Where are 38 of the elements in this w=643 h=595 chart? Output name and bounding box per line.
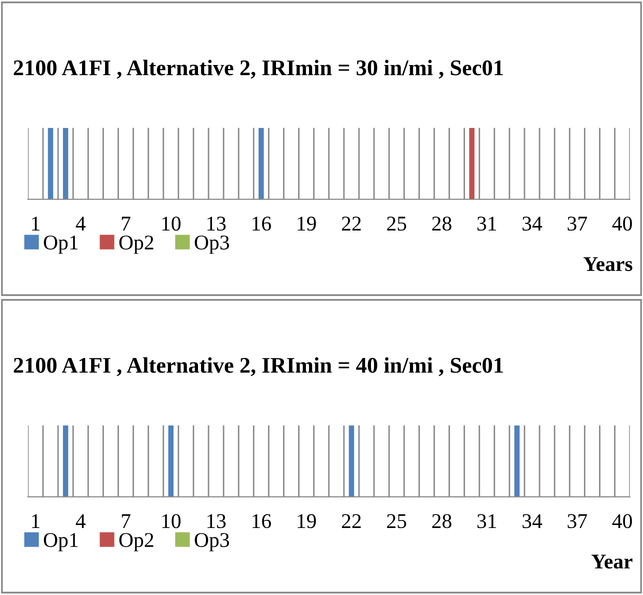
legend-label: Op2: [119, 236, 154, 254]
x-tick-label: 13: [207, 514, 226, 528]
x-axis-title: Year: [592, 554, 632, 569]
x-tick-label: 7: [122, 514, 130, 528]
x-tick-label: 19: [298, 216, 316, 231]
x-tick-label: 40: [612, 514, 632, 528]
x-tick-label: 31: [477, 216, 496, 231]
x-tick-label: 10: [162, 216, 181, 231]
x-tick-label: 28: [432, 216, 452, 231]
x-tick-label: 4: [76, 514, 86, 528]
x-tick-label: 22: [342, 216, 361, 230]
x-tick-label: 7: [122, 216, 130, 230]
x-tick-label: 10: [162, 514, 181, 528]
chart-title: 2100 A1FI , Alternative 2, IRImin = 40 in/mi , Sec01: [14, 357, 503, 376]
x-tick-label: 25: [387, 514, 406, 528]
x-tick-label: 13: [207, 216, 226, 231]
chart-title: 2100 A1FI , Alternative 2, IRImin = 30 in/mi , Sec01: [14, 60, 503, 79]
x-tick-label: 25: [387, 216, 406, 231]
legend-label: Op3: [194, 236, 230, 254]
x-tick-label: 37: [568, 216, 587, 231]
x-tick-label: 40: [612, 216, 632, 231]
legend-label: Op1: [44, 533, 78, 552]
x-tick-label: 19: [298, 514, 316, 528]
x-tick-label: 16: [252, 514, 271, 528]
legend-label: Op1: [44, 236, 78, 254]
x-tick-label: 22: [342, 514, 361, 528]
x-tick-label: 31: [477, 514, 496, 528]
x-tick-label: 1: [32, 216, 40, 230]
x-tick-label: 34: [522, 216, 542, 231]
x-tick-label: 37: [568, 514, 587, 528]
x-tick-label: 4: [76, 216, 86, 230]
x-tick-label: 16: [252, 216, 271, 231]
legend-label: Op2: [119, 533, 154, 552]
x-axis-title: Years: [583, 257, 632, 272]
x-tick-label: 34: [522, 514, 542, 528]
legend-label: Op3: [194, 533, 230, 552]
x-tick-label: 1: [32, 514, 40, 528]
x-tick-label: 28: [432, 514, 452, 528]
